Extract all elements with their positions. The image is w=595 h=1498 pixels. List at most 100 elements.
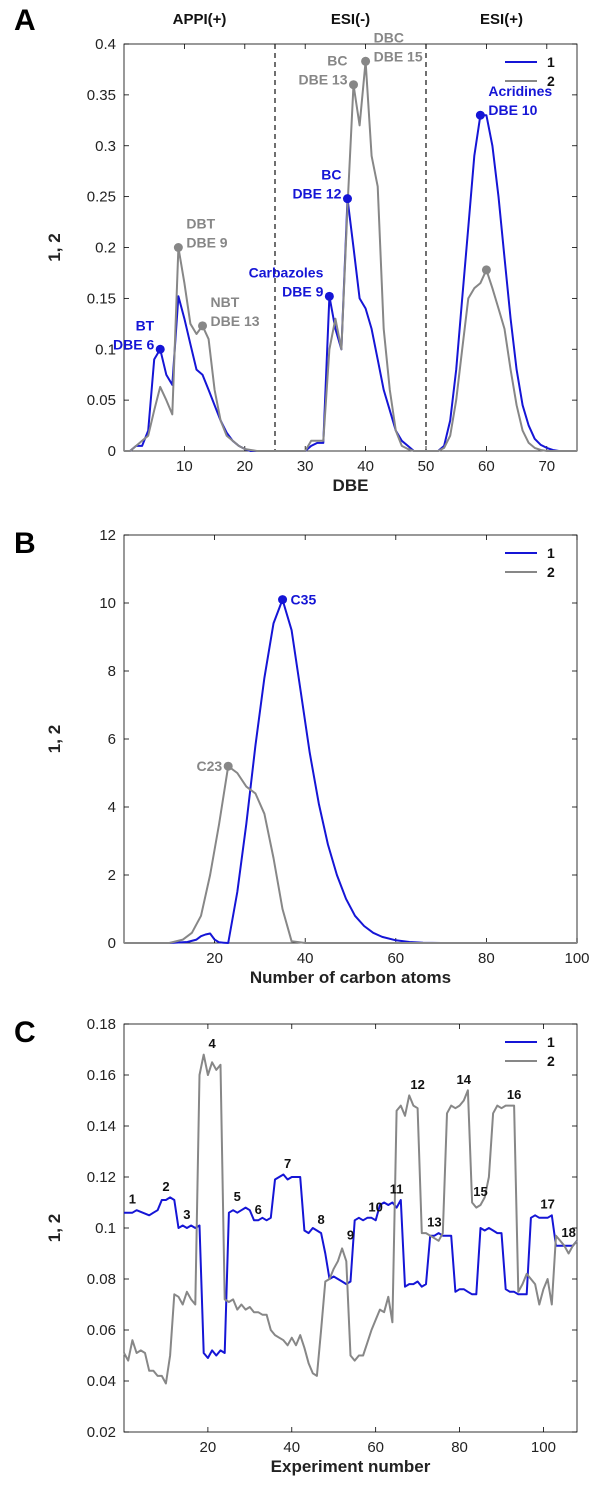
x-tick-label: 80 xyxy=(451,1439,468,1456)
panel-label: C xyxy=(14,1016,36,1049)
y-tick-label: 0.4 xyxy=(95,36,116,53)
y-tick-label: 0.18 xyxy=(87,1016,116,1033)
y-tick-label: 0.12 xyxy=(87,1169,116,1186)
series-line-1 xyxy=(124,1173,578,1359)
y-axis-label: 1, 2 xyxy=(45,233,64,261)
peak-marker xyxy=(173,243,183,252)
y-tick-label: 0.2 xyxy=(95,240,116,257)
legend: 12 xyxy=(505,54,555,89)
peak-marker xyxy=(481,265,491,275)
x-tick-label: 80 xyxy=(478,950,495,967)
y-tick-label: 8 xyxy=(108,663,116,680)
experiment-label: 11 xyxy=(390,1181,404,1196)
peak-label: DBE 6 xyxy=(113,336,154,352)
peak-marker xyxy=(324,291,334,301)
plot-frame xyxy=(123,534,578,944)
legend-label-1: 1 xyxy=(547,545,555,561)
peak-label: DBE 12 xyxy=(292,186,341,202)
y-tick-label: 2 xyxy=(108,867,116,884)
x-tick-label: 60 xyxy=(387,950,404,967)
panel-c: C 20 40 60 80 100 0.02 0.04 0.06 0.08 0.1 0.12 0.14 0… xyxy=(14,1016,578,1476)
peak-label: DBE 13 xyxy=(298,72,347,88)
y-tick-label: 12 xyxy=(99,527,116,544)
x-tick-label: 40 xyxy=(297,950,314,967)
peak-marker xyxy=(349,80,359,90)
experiment-label: 9 xyxy=(347,1227,354,1242)
y-axis-label: 1, 2 xyxy=(45,1214,64,1242)
peak-label: DBC xyxy=(374,29,404,45)
peak-label: BC xyxy=(327,53,347,69)
legend-label-1: 1 xyxy=(547,1034,555,1050)
peak-marker xyxy=(278,595,288,605)
experiment-label: 12 xyxy=(410,1077,424,1092)
peak-label: BT xyxy=(136,317,155,333)
panel-a: A 10 20 30 40 50 60 70 0 0.05 0.1 0.15 0.2 0.25 0.3 0.3… xyxy=(14,4,578,495)
y-tick-label: 0.05 xyxy=(87,392,116,409)
y-tick-label: 0.02 xyxy=(87,1424,116,1441)
peak-marker xyxy=(223,761,233,771)
series-line-1 xyxy=(124,114,577,452)
x-axis-label: Experiment number xyxy=(271,1457,431,1476)
experiment-label: 5 xyxy=(234,1189,241,1204)
y-tick-label: 0.04 xyxy=(87,1373,116,1390)
series-line-1 xyxy=(124,598,577,944)
peak-label: C35 xyxy=(291,592,317,608)
experiment-label: 2 xyxy=(162,1179,169,1194)
peak-marker xyxy=(361,56,371,66)
experiment-label: 13 xyxy=(427,1215,441,1230)
y-tick-label: 0 xyxy=(108,935,116,952)
experiment-label: 7 xyxy=(284,1156,291,1171)
x-tick-label: 50 xyxy=(418,458,435,475)
x-tick-label: 20 xyxy=(236,458,253,475)
x-tick-label: 60 xyxy=(367,1439,384,1456)
y-tick-label: 0.06 xyxy=(87,1322,116,1339)
peak-label: NBT xyxy=(211,294,240,310)
experiment-label: 8 xyxy=(318,1212,325,1227)
x-tick-label: 20 xyxy=(200,1439,217,1456)
peak-label: BC xyxy=(321,167,341,183)
experiment-label: 17 xyxy=(540,1197,554,1212)
experiment-label: 15 xyxy=(473,1184,487,1199)
y-tick-label: 0.14 xyxy=(87,1118,116,1135)
experiment-label: 10 xyxy=(368,1199,382,1214)
y-tick-label: 0.1 xyxy=(95,1220,116,1237)
experiment-label: 4 xyxy=(208,1036,216,1051)
legend-label-2: 2 xyxy=(547,564,555,580)
y-tick-label: 0.3 xyxy=(95,138,116,155)
peak-label: C23 xyxy=(197,758,223,774)
peak-label: DBE 10 xyxy=(488,102,537,118)
series-line-2 xyxy=(124,60,577,452)
peak-label: DBE 15 xyxy=(374,48,423,64)
peak-label: DBE 9 xyxy=(282,283,323,299)
peak-marker xyxy=(198,321,208,331)
experiment-label: 3 xyxy=(183,1207,190,1222)
peak-marker xyxy=(342,194,352,204)
x-axis-label: DBE xyxy=(333,476,369,495)
peak-label: Carbazoles xyxy=(249,264,324,280)
legend-label-2: 2 xyxy=(547,1053,555,1069)
y-tick-label: 4 xyxy=(108,799,116,816)
x-tick-label: 100 xyxy=(564,950,589,967)
x-tick-label: 10 xyxy=(176,458,193,475)
peak-marker xyxy=(475,110,485,120)
peak-label: DBE 13 xyxy=(211,313,260,329)
peak-label: DBT xyxy=(186,216,215,232)
x-tick-label: 40 xyxy=(283,1439,300,1456)
y-tick-label: 0.1 xyxy=(95,341,116,358)
legend: 12 xyxy=(505,1034,555,1069)
x-tick-label: 40 xyxy=(357,458,374,475)
x-tick-label: 100 xyxy=(531,1439,556,1456)
experiment-label: 1 xyxy=(129,1192,136,1207)
y-tick-label: 0.16 xyxy=(87,1067,116,1084)
region-label: ESI(-) xyxy=(331,11,370,28)
x-tick-label: 20 xyxy=(206,950,223,967)
peak-marker xyxy=(155,344,165,354)
y-tick-label: 0.08 xyxy=(87,1271,116,1288)
y-tick-label: 10 xyxy=(99,595,116,612)
y-tick-label: 0.35 xyxy=(87,87,116,104)
y-axis-label: 1, 2 xyxy=(45,725,64,753)
y-tick-label: 0.25 xyxy=(87,189,116,206)
x-tick-label: 60 xyxy=(478,458,495,475)
legend-label-1: 1 xyxy=(547,54,555,70)
